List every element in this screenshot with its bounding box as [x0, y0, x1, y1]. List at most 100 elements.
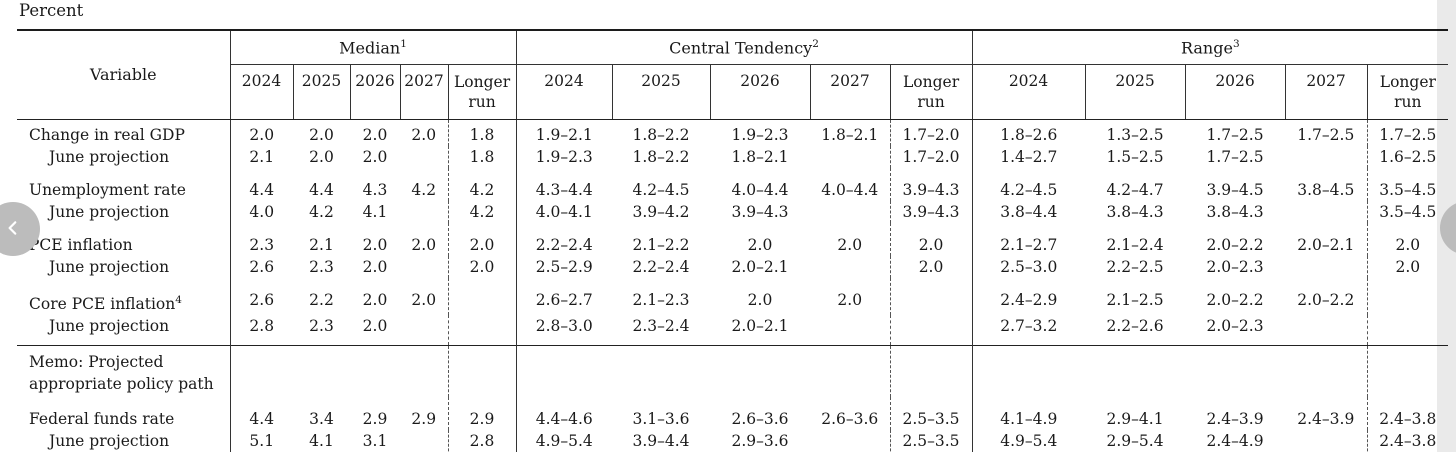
cell: 1.8 — [447, 145, 516, 168]
cell: 1.8–2.1 — [731, 147, 789, 166]
row-label: PCE inflation — [29, 235, 133, 254]
cell — [1285, 430, 1367, 452]
year-header: 2025 — [1084, 64, 1186, 120]
cell — [1285, 315, 1367, 346]
cell: 4.1 — [362, 202, 388, 221]
table-row: Core PCE inflation4 2.6 2.2 2.0 2.0 2.6–… — [17, 277, 1449, 315]
cell: 3.8–4.5 — [1297, 180, 1355, 199]
cell — [515, 344, 612, 397]
year-header: 2027 — [1284, 64, 1368, 120]
cell: 3.1–3.6 — [632, 409, 690, 428]
cell — [889, 344, 973, 397]
table-row: June projection 4.0 4.2 4.1 4.2 4.0–4.1 … — [17, 200, 1449, 223]
cell: 2.1 — [229, 145, 293, 168]
cell: 2.0 — [837, 235, 863, 254]
cell: 4.0–4.4 — [731, 180, 789, 199]
cell — [810, 430, 890, 452]
year-header: 2026 — [1184, 64, 1286, 120]
cell — [1185, 344, 1286, 397]
cell: 4.2–4.5 — [632, 180, 690, 199]
cell: 4.4–4.6 — [515, 396, 612, 430]
table-row: Change in real GDP 2.0 2.0 2.0 2.0 1.8 1… — [17, 119, 1449, 146]
cell: 4.9–5.4 — [515, 429, 612, 452]
cell: 3.4 — [309, 409, 334, 428]
cell — [447, 314, 516, 346]
cell: 3.1 — [362, 431, 388, 450]
cell: 4.0–4.1 — [515, 200, 612, 223]
cell: 2.0 — [447, 255, 516, 278]
cell — [400, 430, 448, 452]
table-row: June projection 5.1 4.1 3.1 2.8 4.9–5.4 … — [17, 429, 1449, 452]
cell: 2.0 — [362, 257, 388, 276]
cell: 2.6 — [229, 277, 293, 315]
cell — [810, 201, 890, 223]
table-row: June projection 2.1 2.0 2.0 1.8 1.9–2.3 … — [17, 145, 1449, 168]
cell — [810, 344, 890, 397]
next-button[interactable] — [1440, 201, 1456, 255]
row-label: Core PCE inflation4 — [29, 293, 182, 313]
footnote-2: 2 — [812, 37, 819, 50]
group-header-row: Variable Median1 Central Tendency2 Range… — [17, 30, 1449, 120]
cell: 3.9–4.5 — [1206, 180, 1264, 199]
cell — [810, 146, 890, 168]
cell — [710, 344, 810, 397]
cell: 2.0–2.1 — [1297, 235, 1355, 254]
cell: 2.0–2.2 — [1206, 290, 1264, 309]
cell: 2.5–2.9 — [515, 255, 612, 278]
cell: 1.7–2.5 — [1206, 147, 1264, 166]
cell: 2.0 — [747, 235, 773, 254]
projections-table[interactable]: Variable Median1 Central Tendency2 Range… — [17, 29, 1449, 452]
cell: 4.2 — [309, 202, 334, 221]
cell: 2.4–3.9 — [1297, 409, 1355, 428]
cell: 4.4 — [309, 180, 334, 199]
cell — [1285, 146, 1367, 168]
cell: 2.0 — [309, 125, 334, 144]
cell: 2.1–2.7 — [971, 222, 1086, 256]
cell: 2.0 — [411, 125, 437, 144]
cell — [810, 256, 890, 278]
cell: 1.5–2.5 — [1106, 147, 1164, 166]
cell: 2.4–3.9 — [1206, 409, 1264, 428]
cell — [1285, 344, 1368, 397]
cell: 4.2–4.7 — [1106, 180, 1164, 199]
cell: 1.7–2.0 — [889, 119, 973, 146]
cell — [889, 277, 973, 315]
cell: 1.6–2.5 — [1366, 145, 1449, 168]
row-label: June projection — [49, 316, 170, 335]
cell: 4.2 — [447, 167, 516, 201]
cell: 2.0 — [362, 235, 388, 254]
cell — [447, 277, 516, 315]
footnote-1: 1 — [400, 37, 407, 50]
unit-label: Percent — [19, 1, 84, 20]
cell: 2.0 — [229, 119, 293, 146]
cell: 3.9–4.3 — [889, 167, 973, 201]
chevron-left-icon — [4, 219, 22, 240]
row-label: June projection — [49, 257, 170, 276]
row-label: June projection — [49, 147, 170, 166]
cell: 5.1 — [229, 429, 293, 452]
cell: 3.5–4.5 — [1366, 167, 1449, 201]
cell: 1.7–2.5 — [1297, 125, 1355, 144]
cell: 2.4–3.8 — [1366, 396, 1449, 430]
cell — [810, 315, 890, 346]
cell — [350, 344, 400, 397]
cell — [447, 344, 516, 397]
group-header-range: Range3 — [971, 30, 1449, 65]
cell: 2.6–3.6 — [731, 409, 789, 428]
cell: 2.8 — [447, 429, 516, 452]
row-label: Unemployment rate — [29, 180, 186, 199]
cell: 2.5–3.0 — [971, 255, 1086, 278]
cell: 2.0 — [411, 290, 437, 309]
cell — [612, 344, 710, 397]
group-header-central-tendency: Central Tendency2 — [515, 30, 973, 65]
cell: 2.2–2.5 — [1106, 257, 1164, 276]
memo-label: Memo: Projected appropriate policy path — [17, 344, 230, 397]
cell — [1366, 314, 1449, 346]
year-header: 2026 — [709, 64, 810, 120]
cell: 1.7–2.5 — [1206, 125, 1264, 144]
cell: 2.9–5.4 — [1106, 431, 1164, 450]
cell: 4.4 — [229, 167, 293, 201]
cell: 4.3–4.4 — [515, 167, 612, 201]
cell — [1366, 277, 1449, 315]
year-header: 2025 — [292, 64, 350, 120]
